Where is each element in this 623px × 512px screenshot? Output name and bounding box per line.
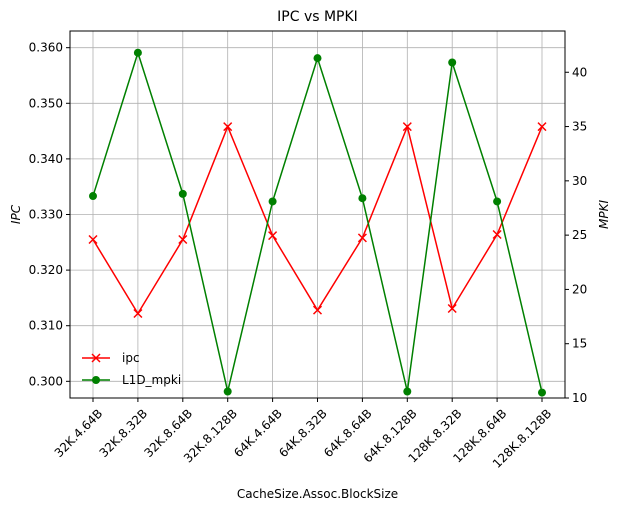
legend-ipc-x-stroke-b bbox=[91, 353, 101, 363]
point-l1d-mpki bbox=[133, 48, 142, 57]
point-ipc-stroke-b bbox=[402, 122, 412, 132]
point-ipc bbox=[312, 305, 323, 315]
y-right-tick-label: 40 bbox=[572, 65, 587, 79]
point-ipc bbox=[133, 308, 143, 319]
y-left-tick-label: 0.340 bbox=[29, 152, 63, 166]
legend: ipc L1D_mpki bbox=[82, 351, 181, 387]
y-right-tick-label: 20 bbox=[572, 282, 587, 296]
point-ipc bbox=[537, 122, 547, 132]
legend-ipc-marker bbox=[91, 353, 101, 363]
grid bbox=[70, 31, 565, 398]
y-axis-left-ticks: 0.300 0.310 0.320 0.330 0.340 0.350 0.360 bbox=[29, 41, 70, 388]
y-left-tick-label: 0.300 bbox=[29, 374, 63, 388]
point-l1d-mpki bbox=[178, 189, 187, 198]
point-ipc-stroke-b bbox=[268, 231, 278, 241]
y-axis-left-title: IPC bbox=[9, 204, 23, 224]
y-left-tick-label: 0.360 bbox=[29, 41, 63, 55]
y-right-tick-label: 25 bbox=[572, 228, 587, 242]
point-ipc-stroke-b bbox=[447, 303, 457, 314]
point-l1d-mpki bbox=[448, 58, 457, 67]
point-ipc bbox=[178, 234, 188, 245]
series-ipc bbox=[88, 122, 547, 319]
point-ipc-stroke-b bbox=[357, 233, 367, 243]
point-l1d-mpki bbox=[89, 192, 97, 201]
legend-ipc-x bbox=[91, 353, 101, 363]
point-ipc-stroke-b bbox=[223, 122, 233, 132]
x-axis-title: CacheSize.Assoc.BlockSize bbox=[237, 487, 398, 501]
legend-ipc-label: ipc bbox=[122, 351, 140, 365]
point-ipc bbox=[357, 233, 367, 243]
legend-item-ipc: ipc bbox=[82, 351, 140, 365]
series-l1d-mpki bbox=[89, 48, 546, 397]
chart-title: IPC vs MPKI bbox=[277, 9, 358, 25]
y-right-tick-label: 15 bbox=[572, 337, 587, 351]
legend-item-l1d-mpki: L1D_mpki bbox=[82, 373, 181, 387]
point-ipc bbox=[88, 234, 98, 245]
x-axis-ticks: 32K.4.64B32K.8.32B32K.8.64B32K.8.128B64K… bbox=[52, 398, 554, 471]
point-ipc-stroke-b bbox=[88, 234, 98, 245]
y-left-tick-label: 0.330 bbox=[29, 208, 63, 222]
legend-l1d-mpki-label: L1D_mpki bbox=[122, 373, 181, 387]
y-axis-right-title: MPKI bbox=[597, 200, 611, 229]
point-l1d-mpki bbox=[313, 54, 322, 63]
y-axis-right-ticks: 10 15 20 25 30 35 40 bbox=[565, 65, 587, 405]
point-l1d-mpki bbox=[358, 194, 367, 203]
point-ipc-stroke-b bbox=[312, 305, 323, 315]
point-ipc bbox=[492, 229, 502, 240]
legend-l1d-mpki-marker bbox=[92, 376, 100, 384]
point-ipc bbox=[223, 122, 233, 132]
y-right-tick-label: 30 bbox=[572, 174, 587, 188]
series-layer bbox=[88, 48, 547, 397]
y-right-tick-label: 10 bbox=[572, 391, 587, 405]
point-l1d-mpki bbox=[493, 197, 502, 206]
point-l1d-mpki bbox=[538, 388, 546, 397]
point-ipc bbox=[447, 303, 457, 314]
point-ipc-stroke-b bbox=[178, 234, 188, 245]
point-ipc bbox=[402, 122, 412, 132]
y-left-tick-label: 0.350 bbox=[29, 96, 63, 110]
point-l1d-mpki bbox=[403, 387, 412, 396]
point-ipc bbox=[268, 231, 278, 241]
point-l1d-mpki bbox=[223, 387, 232, 396]
point-ipc-stroke-b bbox=[492, 229, 502, 240]
y-left-tick-label: 0.320 bbox=[29, 263, 63, 277]
point-l1d-mpki bbox=[268, 197, 277, 206]
point-ipc-stroke-b bbox=[133, 308, 143, 319]
y-right-tick-label: 35 bbox=[572, 120, 587, 134]
point-ipc-stroke-b bbox=[537, 122, 547, 132]
y-left-tick-label: 0.310 bbox=[29, 319, 63, 333]
